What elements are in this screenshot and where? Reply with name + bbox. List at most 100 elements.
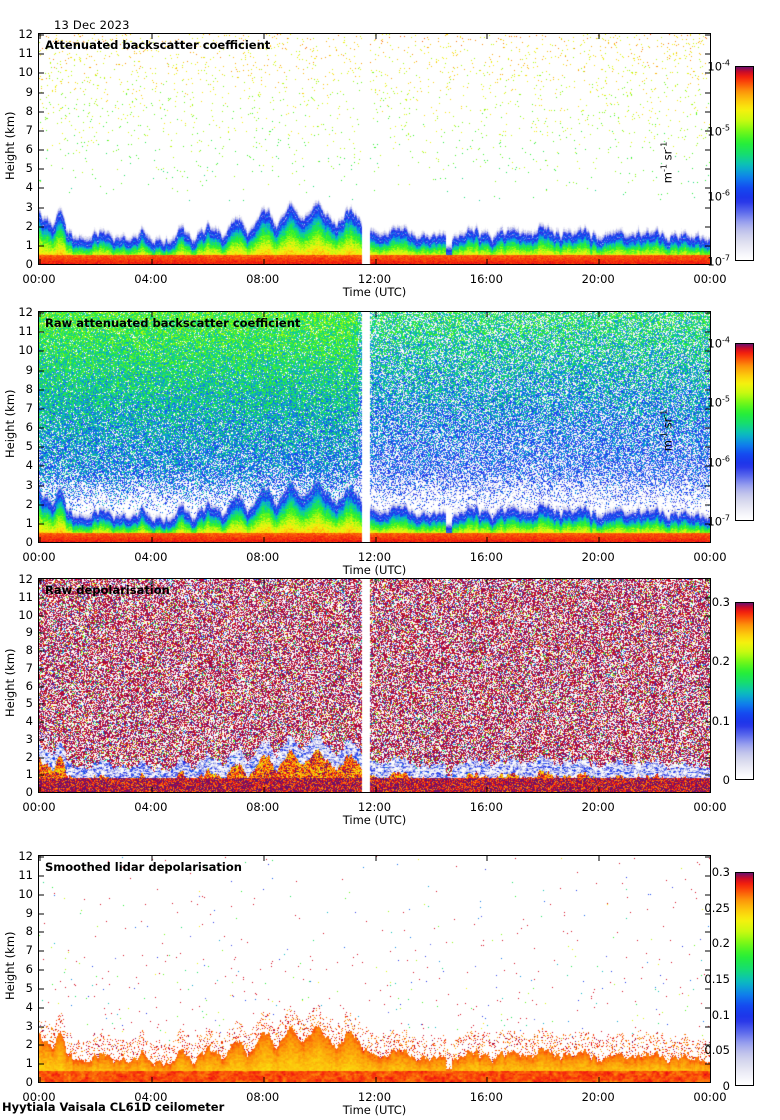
- colorbar-tick-label: 10-6: [707, 188, 730, 204]
- y-tick-label: 9: [25, 625, 33, 640]
- x-tick-mark-bottom: [263, 1077, 265, 1082]
- plot-area-2[interactable]: Raw attenuated backscatter coefficient: [38, 311, 711, 543]
- y-tick-mark-right: [705, 774, 710, 776]
- y-tick-mark-right: [705, 793, 710, 794]
- y-axis-label: Height (km): [3, 111, 17, 180]
- x-tick-label: 00:00: [22, 800, 56, 814]
- x-tick-mark-top: [598, 34, 600, 39]
- y-tick-label: 4: [25, 180, 33, 195]
- y-tick-label: 8: [25, 924, 33, 939]
- y-tick-label: 4: [25, 714, 33, 728]
- y-tick-label: 1: [25, 515, 33, 530]
- x-tick-label: 08:00: [246, 800, 280, 814]
- x-tick-mark-bottom: [39, 537, 41, 542]
- x-tick-mark-top: [263, 312, 265, 317]
- y-tick-mark-right: [705, 1007, 710, 1009]
- x-tick-mark-top: [375, 34, 376, 39]
- x-tick-label: 20:00: [581, 1090, 615, 1104]
- y-tick-mark-right: [705, 245, 710, 247]
- x-tick-label: 00:00: [22, 272, 56, 286]
- x-tick-label: 16:00: [469, 800, 503, 814]
- y-tick-mark: [39, 856, 44, 858]
- y-tick-mark: [39, 579, 44, 581]
- plot-area-1[interactable]: Attenuated backscatter coefficient: [38, 33, 711, 265]
- y-tick-mark-right: [705, 856, 710, 858]
- y-tick-label: 5: [25, 439, 33, 454]
- x-tick-label: 16:00: [469, 550, 503, 564]
- y-tick-mark: [39, 245, 44, 247]
- x-tick-label: 00:00: [693, 272, 727, 286]
- panel-title-1: Attenuated backscatter coefficient: [45, 38, 271, 52]
- y-tick-label: 7: [25, 943, 33, 958]
- y-axis-label: Height (km): [3, 389, 17, 458]
- y-tick-label: 10: [18, 607, 33, 622]
- x-tick-mark-bottom: [375, 1077, 376, 1082]
- y-tick-mark: [39, 793, 44, 794]
- x-tick-label: 12:00: [357, 800, 392, 814]
- x-tick-mark-bottom: [598, 537, 600, 542]
- y-tick-mark-right: [705, 543, 710, 544]
- y-tick-label: 1: [25, 237, 33, 252]
- y-tick-mark-right: [705, 207, 710, 208]
- y-tick-label: 8: [25, 103, 33, 118]
- y-tick-mark: [39, 370, 44, 371]
- y-tick-label: 0: [25, 785, 33, 799]
- colorbar-tick-label: 10-6: [707, 454, 730, 470]
- x-tick-mark-bottom: [263, 259, 265, 264]
- y-tick-mark: [39, 1007, 44, 1009]
- y-tick-mark-right: [705, 875, 710, 877]
- y-tick-label: 8: [25, 643, 33, 657]
- y-tick-mark-right: [705, 168, 710, 170]
- colorbar-tick-label: 10-7: [707, 253, 730, 269]
- y-tick-mark: [39, 265, 44, 266]
- y-tick-mark-right: [705, 408, 710, 410]
- x-tick-mark-bottom: [486, 787, 488, 792]
- colorbar-unit-label: m-1 sr-1: [659, 141, 675, 183]
- plot-area-3[interactable]: Raw depolarisation: [38, 578, 711, 793]
- x-axis-label: Time (UTC): [342, 813, 407, 827]
- x-tick-mark-top: [486, 312, 488, 317]
- y-tick-mark-right: [705, 1044, 710, 1046]
- colorbar-gradient: [736, 344, 753, 520]
- x-tick-mark-top: [711, 856, 712, 861]
- instrument-footer-label: Hyytiala Vaisala CL61D ceilometer: [2, 1100, 225, 1114]
- y-tick-mark: [39, 446, 44, 448]
- plot-area-4[interactable]: Smoothed lidar depolarisation: [38, 855, 711, 1083]
- colorbar-tick-label: 10-5: [707, 394, 730, 410]
- y-tick-label: 3: [25, 199, 33, 214]
- x-tick-mark-bottom: [486, 537, 488, 542]
- y-tick-mark: [39, 504, 44, 506]
- colorbar-tick-label: 0.1: [711, 1007, 730, 1022]
- y-axis-label: Height (km): [3, 931, 17, 1000]
- y-tick-mark-right: [705, 226, 710, 228]
- heatmap-canvas-4: [39, 856, 710, 1082]
- y-tick-mark-right: [705, 988, 710, 990]
- colorbar-tick-label: 0.1: [711, 713, 730, 728]
- x-tick-mark-bottom: [263, 537, 265, 542]
- x-tick-mark-bottom: [486, 1077, 488, 1082]
- y-tick-mark: [39, 757, 44, 758]
- x-tick-mark-top: [486, 856, 488, 861]
- colorbar-gradient: [736, 603, 753, 779]
- x-tick-label: 00:00: [693, 550, 727, 564]
- y-tick-label: 0: [25, 1075, 33, 1089]
- y-tick-mark: [39, 465, 44, 467]
- x-tick-mark-top: [151, 312, 153, 317]
- y-tick-mark-right: [705, 969, 710, 971]
- colorbar-tick-label: 0.25: [704, 900, 730, 915]
- x-tick-mark-bottom: [486, 259, 488, 264]
- y-tick-mark-right: [705, 579, 710, 581]
- x-tick-mark-bottom: [263, 787, 265, 792]
- y-tick-mark-right: [705, 1026, 710, 1027]
- x-tick-mark-top: [375, 856, 376, 861]
- y-tick-mark-right: [705, 149, 710, 151]
- x-tick-mark-top: [375, 312, 376, 317]
- y-tick-label: 2: [25, 1037, 33, 1052]
- y-tick-mark-right: [705, 668, 710, 670]
- x-tick-mark-top: [598, 579, 600, 584]
- y-tick-label: 7: [25, 660, 33, 675]
- y-tick-mark: [39, 875, 44, 877]
- colorbar-4: [735, 872, 754, 1086]
- y-tick-mark: [39, 523, 44, 525]
- x-tick-label: 04:00: [134, 272, 168, 286]
